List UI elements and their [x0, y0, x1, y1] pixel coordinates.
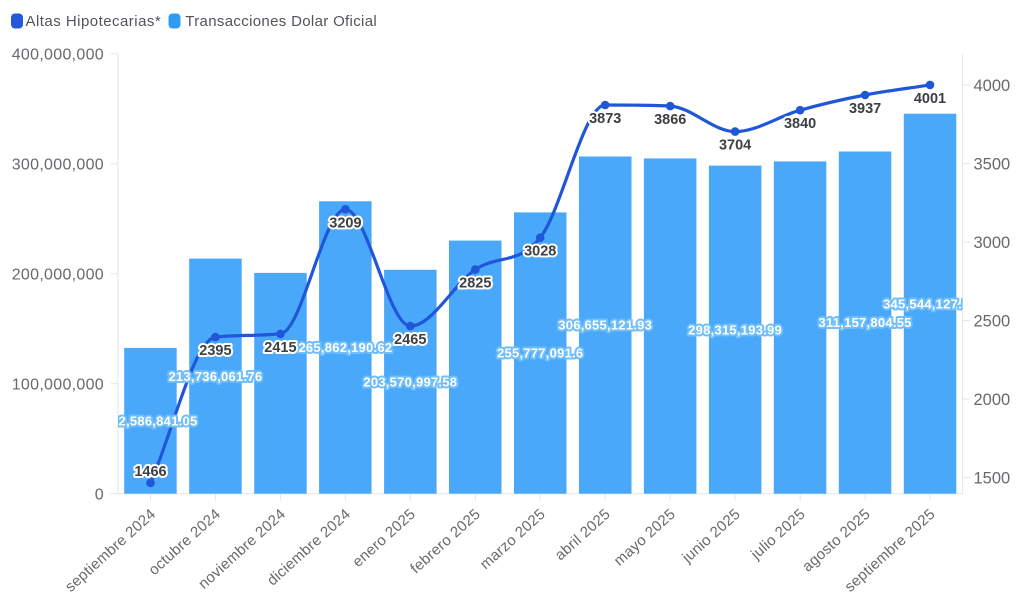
svg-text:132,586,841.05: 132,586,841.05	[104, 413, 198, 428]
svg-text:3937: 3937	[849, 101, 881, 117]
svg-text:400,000,000: 400,000,000	[12, 47, 104, 64]
svg-text:345,544,127.55: 345,544,127.55	[883, 296, 977, 311]
svg-text:3866: 3866	[654, 112, 686, 128]
svg-text:3500: 3500	[974, 156, 1011, 174]
svg-text:1500: 1500	[974, 470, 1011, 488]
svg-text:300,000,000: 300,000,000	[12, 157, 104, 174]
svg-text:213,736,061.76: 213,736,061.76	[168, 369, 262, 384]
svg-text:100,000,000: 100,000,000	[12, 376, 104, 393]
svg-text:0: 0	[95, 486, 104, 503]
svg-text:306,655,121.93: 306,655,121.93	[558, 318, 652, 333]
svg-text:1466: 1466	[134, 464, 166, 480]
svg-text:3873: 3873	[589, 111, 621, 127]
svg-text:311,157,804.55: 311,157,804.55	[819, 315, 912, 330]
svg-text:2415: 2415	[264, 340, 296, 356]
svg-text:2500: 2500	[974, 313, 1011, 331]
svg-text:200,000,000: 200,000,000	[12, 266, 104, 283]
svg-text:4000: 4000	[974, 77, 1011, 95]
svg-text:4001: 4001	[914, 91, 946, 107]
svg-text:2465: 2465	[394, 332, 426, 348]
svg-text:255,777,091.6: 255,777,091.6	[497, 346, 583, 361]
svg-text:298,315,193.99: 298,315,193.99	[688, 322, 782, 337]
svg-text:3840: 3840	[784, 116, 816, 132]
svg-text:Transacciones Dolar Oficial: Transacciones Dolar Oficial	[185, 13, 377, 30]
svg-text:2395: 2395	[199, 343, 231, 359]
svg-text:3704: 3704	[719, 138, 751, 154]
svg-text:2825: 2825	[459, 276, 491, 292]
svg-text:265,862,190.62: 265,862,190.62	[298, 340, 392, 355]
svg-text:3209: 3209	[329, 215, 361, 231]
svg-text:203,570,997.58: 203,570,997.58	[363, 374, 457, 389]
svg-text:3028: 3028	[524, 244, 556, 260]
svg-text:3000: 3000	[974, 234, 1011, 252]
svg-text:2000: 2000	[974, 391, 1011, 409]
svg-text:Altas Hipotecarias*: Altas Hipotecarias*	[26, 13, 162, 30]
